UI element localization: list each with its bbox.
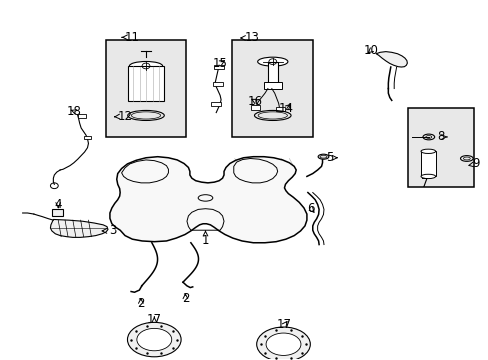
Text: 14: 14: [278, 102, 293, 115]
Bar: [128, 66, 163, 101]
Bar: [212, 82, 222, 86]
Text: 15: 15: [212, 57, 227, 69]
Text: 2: 2: [137, 297, 144, 310]
Text: 1: 1: [202, 231, 209, 247]
Text: 12: 12: [114, 110, 132, 123]
Text: 9: 9: [468, 157, 479, 170]
Bar: [407, 108, 473, 187]
Ellipse shape: [256, 327, 310, 360]
Text: 16: 16: [247, 95, 262, 108]
Text: 4: 4: [54, 198, 62, 211]
Ellipse shape: [420, 174, 435, 179]
Text: 17: 17: [276, 318, 291, 331]
Bar: [276, 107, 285, 111]
Bar: [264, 82, 281, 89]
Text: 3: 3: [102, 224, 116, 238]
Ellipse shape: [129, 62, 162, 71]
Polygon shape: [50, 220, 108, 237]
Bar: [78, 114, 85, 118]
Bar: [214, 64, 224, 69]
Polygon shape: [110, 157, 306, 243]
Ellipse shape: [318, 154, 328, 159]
Text: 17: 17: [146, 313, 162, 327]
Text: 8: 8: [436, 130, 446, 144]
Text: 7: 7: [420, 177, 428, 190]
Bar: [211, 102, 221, 107]
Text: 6: 6: [306, 202, 314, 215]
Text: 5: 5: [325, 151, 336, 164]
Text: 13: 13: [240, 31, 259, 45]
Bar: [251, 105, 260, 110]
Text: 2: 2: [181, 292, 189, 305]
Ellipse shape: [420, 149, 435, 153]
Text: 10: 10: [363, 44, 378, 57]
Bar: [52, 210, 62, 216]
Polygon shape: [375, 51, 407, 67]
Ellipse shape: [137, 328, 171, 351]
Text: 11: 11: [122, 31, 140, 44]
Bar: [105, 40, 185, 137]
Ellipse shape: [265, 333, 300, 355]
Bar: [83, 136, 91, 139]
Bar: [420, 151, 435, 176]
Bar: [232, 40, 312, 137]
Ellipse shape: [257, 57, 287, 66]
Bar: [267, 62, 277, 83]
Text: 18: 18: [66, 105, 81, 118]
Ellipse shape: [127, 322, 181, 357]
